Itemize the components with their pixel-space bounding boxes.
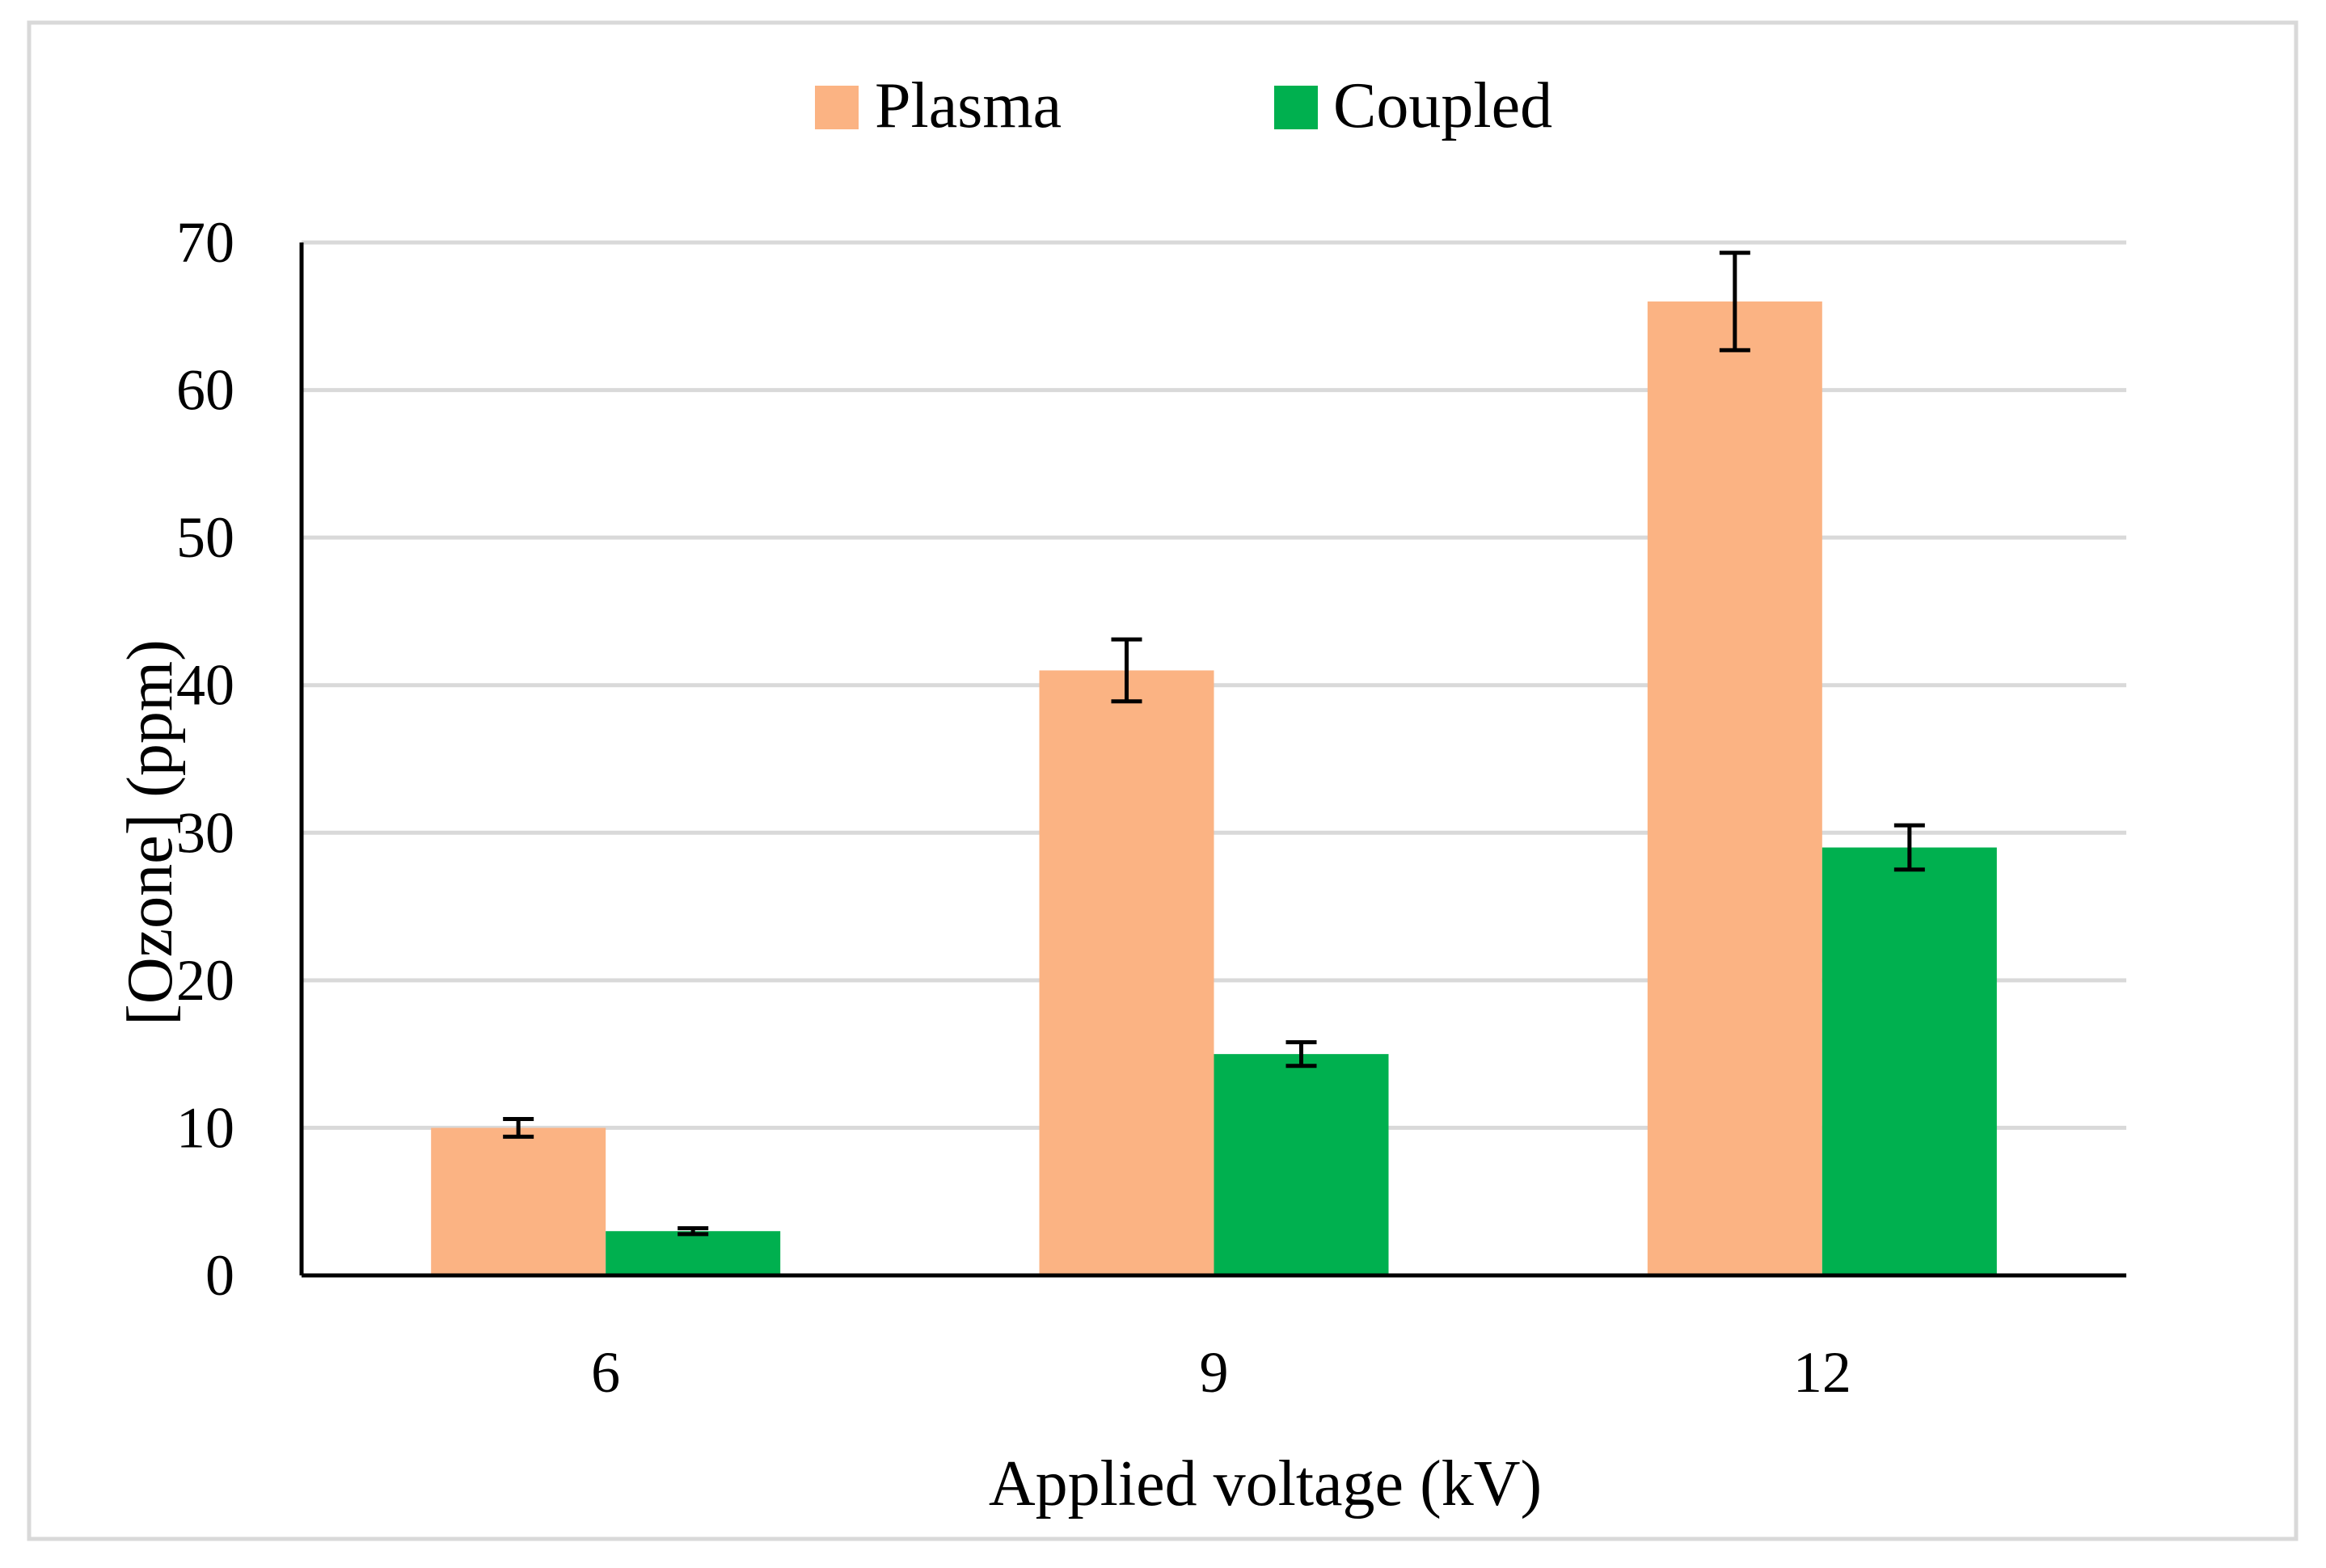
x-tick-label: 9 bbox=[1200, 1340, 1229, 1405]
x-axis-title: Applied voltage (kV) bbox=[989, 1448, 1542, 1520]
y-tick-labels: 0 10 20 30 40 50 60 70 bbox=[176, 210, 234, 1308]
error-bars bbox=[503, 251, 1925, 1237]
y-tick-label: 30 bbox=[176, 800, 234, 865]
bar-coupled-6 bbox=[606, 1231, 781, 1275]
y-tick-label: 60 bbox=[176, 358, 234, 423]
x-tick-label: 6 bbox=[591, 1340, 620, 1405]
legend-swatch-plasma bbox=[815, 86, 859, 129]
y-tick-label: 0 bbox=[205, 1243, 234, 1308]
x-tick-labels: 6 9 12 bbox=[591, 1340, 1851, 1405]
axes bbox=[299, 242, 2126, 1278]
bar-plasma-12 bbox=[1647, 301, 1822, 1275]
y-tick-label: 20 bbox=[176, 948, 234, 1013]
legend: Plasma Coupled bbox=[815, 70, 1552, 141]
y-tick-label: 10 bbox=[176, 1095, 234, 1160]
bar-coupled-9 bbox=[1214, 1054, 1389, 1275]
legend-swatch-coupled bbox=[1274, 86, 1318, 129]
y-axis-title: [Ozone] (ppm) bbox=[115, 639, 186, 1026]
bars bbox=[431, 301, 1997, 1275]
y-tick-label: 50 bbox=[176, 505, 234, 570]
legend-label-plasma: Plasma bbox=[875, 70, 1062, 141]
bar-plasma-6 bbox=[431, 1128, 606, 1275]
y-tick-label: 40 bbox=[176, 653, 234, 718]
legend-label-coupled: Coupled bbox=[1333, 70, 1552, 141]
bar-plasma-9 bbox=[1039, 670, 1214, 1275]
x-tick-label: 12 bbox=[1793, 1340, 1851, 1405]
bar-coupled-12 bbox=[1822, 847, 1997, 1275]
y-tick-label: 70 bbox=[176, 210, 234, 275]
